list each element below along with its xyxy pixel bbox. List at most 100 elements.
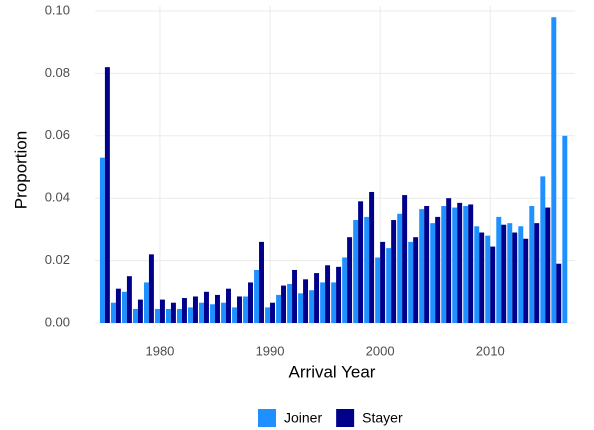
bar xyxy=(562,135,568,323)
bar xyxy=(358,201,364,323)
bar xyxy=(265,307,271,323)
x-axis-title: Arrival Year xyxy=(289,362,376,381)
bar xyxy=(534,223,540,323)
bar xyxy=(226,288,231,323)
bar xyxy=(479,232,485,323)
x-tick-label: 1980 xyxy=(145,343,174,358)
bar xyxy=(529,206,535,323)
bar xyxy=(254,269,260,323)
bar xyxy=(166,308,171,323)
bar xyxy=(364,216,370,323)
bar xyxy=(540,176,546,323)
bar xyxy=(397,213,403,323)
bar xyxy=(419,209,425,323)
bar xyxy=(457,202,463,323)
bar xyxy=(474,226,480,323)
bar xyxy=(507,223,513,323)
bar xyxy=(237,296,242,323)
y-tick-label: 0.10 xyxy=(45,2,70,17)
bar xyxy=(159,299,165,323)
bar xyxy=(276,294,282,323)
bar xyxy=(408,241,414,323)
bar xyxy=(192,296,198,323)
bar xyxy=(115,288,121,323)
bar xyxy=(155,308,160,323)
x-tick-label: 1990 xyxy=(256,343,285,358)
y-tick-label: 0.08 xyxy=(45,65,70,80)
bar xyxy=(298,293,304,323)
y-tick-label: 0.02 xyxy=(45,252,70,267)
bar xyxy=(353,220,359,323)
bar xyxy=(259,241,264,323)
bar xyxy=(110,302,116,323)
bar xyxy=(369,191,375,323)
bar xyxy=(287,284,293,323)
legend-swatch xyxy=(336,409,355,427)
bar xyxy=(441,206,447,323)
bar xyxy=(380,241,386,323)
legend-label: Joiner xyxy=(284,410,322,426)
bar xyxy=(181,298,187,323)
bar xyxy=(468,204,474,323)
bar xyxy=(215,294,220,323)
bar xyxy=(281,285,287,323)
bar xyxy=(243,296,249,323)
bar xyxy=(501,224,507,323)
bar xyxy=(137,299,143,323)
bar xyxy=(490,246,496,323)
y-tick-label: 0.06 xyxy=(45,127,70,142)
bar xyxy=(177,308,182,323)
bar xyxy=(413,237,419,323)
bar xyxy=(342,257,348,323)
bar xyxy=(375,257,381,323)
bar xyxy=(331,282,337,323)
bar xyxy=(386,248,392,323)
bar xyxy=(221,302,227,323)
bar xyxy=(430,223,436,323)
bar xyxy=(402,195,408,323)
bar xyxy=(518,226,524,323)
bar xyxy=(199,302,204,323)
y-tick-label: 0.00 xyxy=(45,314,70,329)
x-tick-label: 2010 xyxy=(476,343,505,358)
bar xyxy=(485,235,491,323)
y-axis-title: Proportion xyxy=(11,131,30,209)
bar xyxy=(325,265,331,323)
bar xyxy=(463,206,469,323)
bar xyxy=(143,282,149,323)
bar xyxy=(303,279,309,323)
bar xyxy=(314,273,320,323)
bar xyxy=(336,266,342,323)
bar xyxy=(270,302,275,323)
y-tick-label: 0.04 xyxy=(45,190,70,205)
x-tick-label: 2000 xyxy=(366,343,395,358)
bar xyxy=(203,291,209,323)
bar xyxy=(121,291,127,323)
bar xyxy=(452,207,458,323)
bar xyxy=(446,198,452,323)
bar xyxy=(292,269,298,323)
bar xyxy=(188,307,193,323)
bar xyxy=(248,282,253,323)
bar xyxy=(99,157,105,323)
bar xyxy=(148,254,154,323)
bar xyxy=(424,206,430,323)
bar xyxy=(232,307,238,323)
bar xyxy=(170,302,176,323)
bar xyxy=(309,290,315,323)
bar xyxy=(104,67,110,323)
bar xyxy=(545,207,551,323)
bar xyxy=(132,308,138,323)
bar xyxy=(320,282,326,323)
bar xyxy=(496,216,502,323)
bar xyxy=(556,263,562,323)
bar xyxy=(210,304,215,323)
bar xyxy=(523,238,529,323)
bar xyxy=(435,216,441,323)
legend-label: Stayer xyxy=(362,410,403,426)
bar xyxy=(391,220,397,323)
legend-swatch xyxy=(258,409,276,427)
bar xyxy=(512,232,518,323)
bar xyxy=(551,17,557,324)
